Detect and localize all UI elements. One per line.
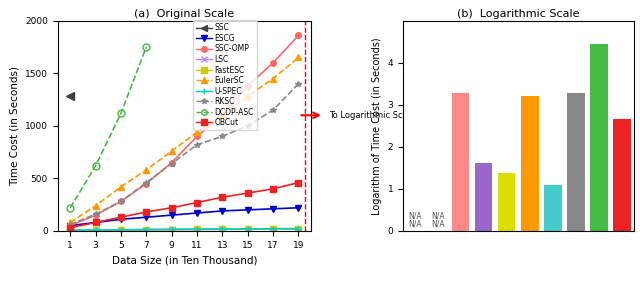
Text: To Logarithmic Scale: To Logarithmic Scale bbox=[329, 111, 415, 120]
Title: (b)  Logarithmic Scale: (b) Logarithmic Scale bbox=[457, 9, 580, 19]
Bar bbox=[567, 93, 584, 231]
Y-axis label: Time Cost (in Seconds): Time Cost (in Seconds) bbox=[10, 66, 19, 186]
Title: (a)  Original Scale: (a) Original Scale bbox=[134, 9, 234, 19]
Bar bbox=[613, 119, 630, 231]
Bar bbox=[521, 96, 538, 231]
Text: N/A: N/A bbox=[431, 220, 445, 229]
Text: N/A: N/A bbox=[408, 211, 422, 220]
Bar bbox=[452, 94, 469, 231]
Bar bbox=[590, 44, 607, 231]
Text: N/A: N/A bbox=[431, 211, 445, 220]
Bar bbox=[544, 186, 561, 231]
X-axis label: Data Size (in Ten Thousand): Data Size (in Ten Thousand) bbox=[111, 255, 257, 265]
Legend: SSC, ESCG, SSC-OMP, LSC, FastESC, EulerSC, U-SPEC, RKSC, DCDP-ASC, OBCut: SSC, ESCG, SSC-OMP, LSC, FastESC, EulerS… bbox=[193, 20, 257, 130]
Bar bbox=[475, 163, 492, 231]
Text: N/A: N/A bbox=[408, 220, 422, 229]
Y-axis label: Logarithm of Time Cost (in Seconds): Logarithm of Time Cost (in Seconds) bbox=[372, 37, 382, 215]
Bar bbox=[498, 173, 515, 231]
